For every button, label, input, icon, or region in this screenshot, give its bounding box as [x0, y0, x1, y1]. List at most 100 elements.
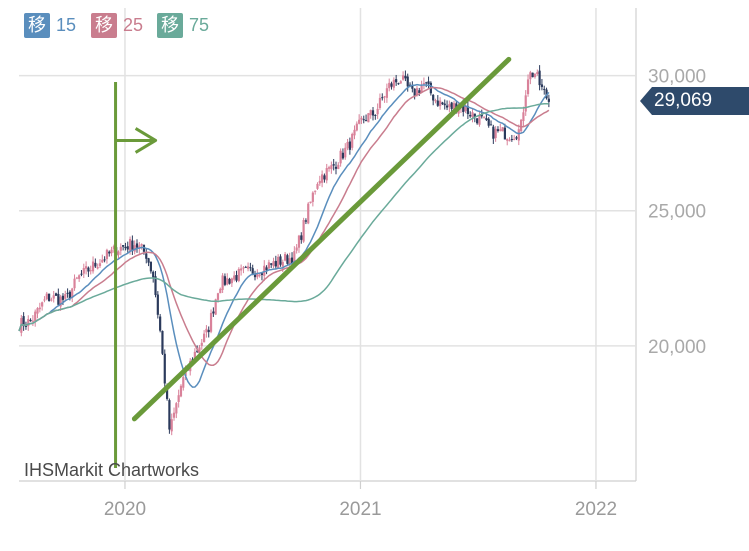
x-tick-label: 2022 — [575, 499, 617, 520]
candle-body — [520, 119, 523, 132]
candle-body — [265, 267, 268, 271]
candle-body — [126, 246, 129, 250]
candle-body — [138, 245, 141, 249]
candle-body — [272, 261, 275, 267]
candle-body — [179, 385, 183, 397]
candle-body — [108, 251, 111, 254]
candle-body — [307, 203, 310, 224]
candle-body — [240, 268, 243, 271]
candle-body — [175, 403, 178, 414]
candle-body — [314, 190, 317, 192]
candle-body — [135, 243, 139, 248]
candle-body — [524, 95, 527, 112]
candle-body — [152, 271, 155, 278]
candle-body — [321, 174, 324, 183]
candle-body — [168, 400, 171, 430]
candle-body — [27, 319, 30, 327]
candle-body — [351, 133, 354, 148]
candle-body — [334, 166, 338, 169]
candle-body — [29, 319, 32, 322]
candle-body — [471, 112, 474, 118]
candle-body — [286, 255, 289, 264]
candle-body — [101, 259, 104, 263]
candle-body — [466, 106, 469, 114]
candle-body — [131, 240, 134, 250]
candle-body — [300, 235, 303, 240]
candle-body — [304, 220, 308, 222]
candle-body — [418, 90, 421, 93]
candle-body — [510, 138, 513, 140]
candle-body — [198, 347, 201, 352]
candle-body — [226, 278, 229, 285]
legend-ma15-period: 15 — [56, 15, 77, 35]
candle-body — [96, 267, 99, 269]
candle-body — [182, 377, 185, 388]
candle-body — [452, 103, 456, 110]
candle-body — [209, 312, 213, 332]
candle-body — [54, 293, 58, 296]
candle-body — [434, 100, 437, 102]
candle-body — [161, 330, 164, 354]
candle-body — [439, 100, 442, 107]
candle-body — [367, 113, 370, 123]
candle-body — [196, 350, 199, 352]
candle-body — [344, 147, 347, 158]
candle-body — [547, 98, 550, 102]
candle-body — [378, 97, 382, 108]
candle-body — [311, 192, 314, 202]
candle-body — [219, 288, 222, 294]
candle-body — [154, 276, 157, 295]
candle-body — [87, 267, 90, 272]
candle-body — [397, 83, 400, 85]
legend-ma15-badge: 移 — [24, 13, 50, 38]
candle-body — [103, 259, 106, 261]
candle-body — [98, 263, 102, 267]
candle-body — [480, 114, 483, 117]
candle-body — [506, 138, 509, 141]
candle-body — [260, 273, 264, 275]
candle-body — [119, 246, 122, 251]
candle-body — [404, 75, 407, 79]
candle-body — [214, 299, 217, 315]
candle-body — [105, 249, 109, 260]
candle-body — [57, 293, 60, 305]
candle-body — [172, 412, 176, 418]
candle-body — [362, 119, 365, 121]
candle-body — [47, 293, 51, 301]
candle-body — [270, 263, 273, 265]
candle-body — [200, 342, 203, 346]
candle-body — [279, 256, 282, 265]
candle-body — [145, 253, 148, 259]
candle-body — [281, 261, 284, 267]
y-tick-label: 25,000 — [648, 202, 706, 223]
candle-body — [478, 115, 481, 125]
candle-body — [508, 140, 511, 142]
annotation-trendline — [131, 56, 512, 422]
candle-body — [45, 293, 48, 300]
legend-ma25-badge: 移 — [91, 13, 117, 38]
candle-body — [170, 419, 173, 432]
candle-body — [318, 180, 321, 184]
candle-body — [91, 261, 95, 272]
candle-body — [59, 296, 62, 307]
candle-body — [228, 278, 231, 284]
candle-body — [117, 251, 120, 255]
candle-body — [348, 141, 351, 150]
candle-body — [476, 118, 479, 124]
candle-body — [43, 299, 46, 301]
candle-body — [288, 258, 291, 265]
candle-body — [492, 126, 495, 139]
moving-average-lines — [18, 83, 550, 388]
candle-body — [147, 258, 150, 263]
candle-body — [522, 112, 525, 122]
candle-body — [533, 74, 537, 78]
candle-body — [464, 106, 467, 112]
x-tick-label: 2021 — [339, 499, 381, 520]
candle-body — [177, 395, 180, 402]
candle-body — [462, 104, 465, 112]
candle-body — [149, 261, 152, 272]
candle-body — [249, 267, 252, 269]
candle-body — [124, 247, 127, 249]
y-tick-label: 20,000 — [648, 337, 706, 358]
